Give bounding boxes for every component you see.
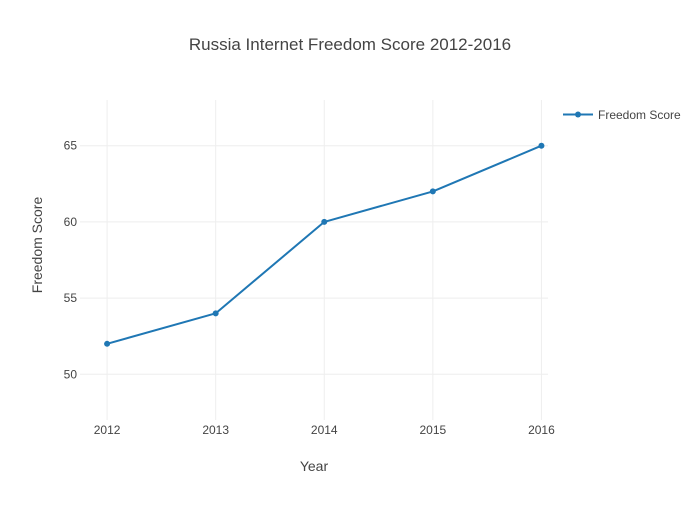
x-tick-label: 2016: [528, 423, 555, 437]
y-tick-label: 50: [64, 367, 78, 381]
x-axis-ticks: 2012 2013 2014 2015 2016: [94, 423, 555, 437]
y-axis-ticks: 50 55 60 65: [64, 139, 78, 382]
x-tick-label: 2015: [419, 423, 446, 437]
x-axis-label: Year: [300, 458, 329, 474]
series-layer: [104, 142, 545, 347]
data-point[interactable]: [104, 340, 111, 347]
data-point[interactable]: [321, 218, 328, 225]
data-point[interactable]: [212, 310, 219, 317]
legend-label: Freedom Score: [598, 108, 681, 122]
legend[interactable]: Freedom Score: [563, 108, 681, 122]
y-tick-label: 65: [64, 139, 78, 153]
x-tick-label: 2012: [94, 423, 121, 437]
x-tick-label: 2013: [202, 423, 229, 437]
chart-title: Russia Internet Freedom Score 2012-2016: [189, 35, 511, 54]
legend-marker-icon: [575, 111, 581, 118]
data-point[interactable]: [429, 188, 436, 195]
data-point[interactable]: [538, 142, 545, 149]
x-tick-label: 2014: [311, 423, 338, 437]
gridlines: [80, 100, 548, 420]
y-tick-label: 55: [64, 291, 78, 305]
y-axis-label: Freedom Score: [29, 197, 45, 294]
y-tick-label: 60: [64, 215, 78, 229]
